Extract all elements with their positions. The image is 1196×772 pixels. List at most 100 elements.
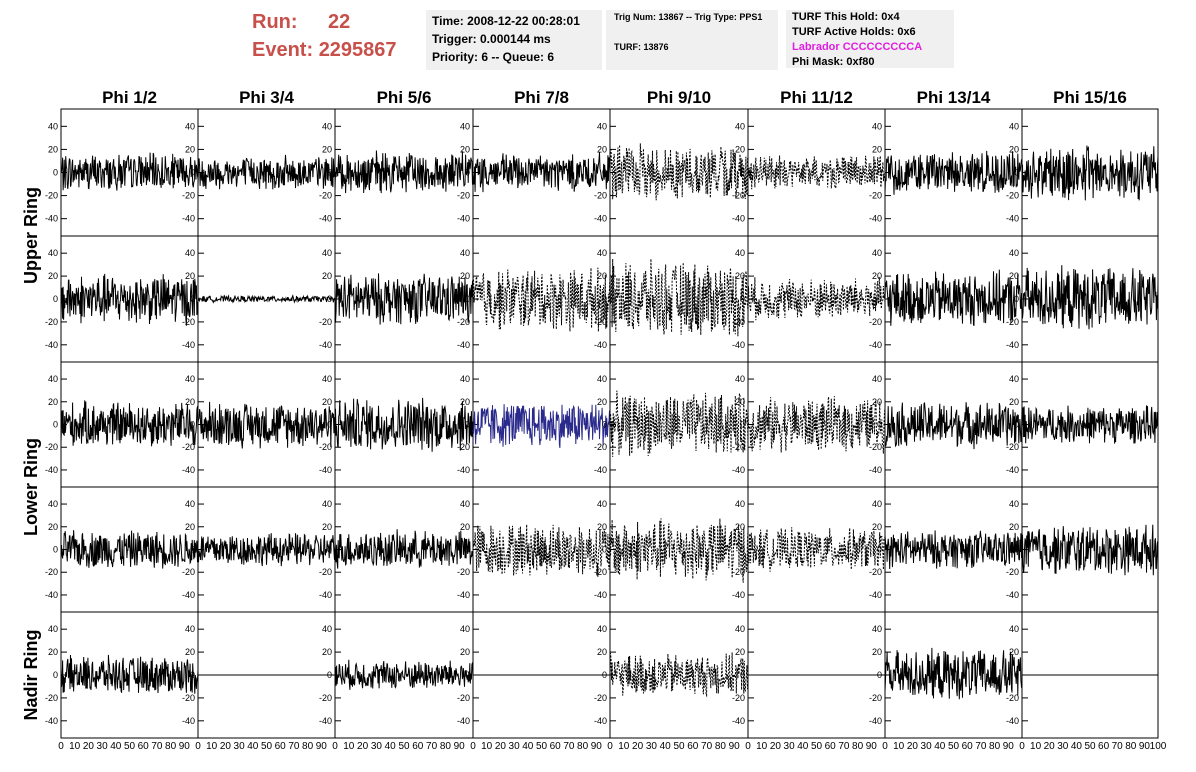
x-tick-label: 10 bbox=[481, 741, 493, 752]
x-tick-label: 40 bbox=[797, 741, 809, 752]
y-tick-label: 20 bbox=[322, 522, 332, 532]
y-tick-label: 40 bbox=[185, 248, 195, 258]
y-tick-label: 40 bbox=[185, 624, 195, 634]
y-tick-label: 40 bbox=[48, 374, 58, 384]
x-tick-label: 20 bbox=[907, 741, 919, 752]
y-tick-label: 40 bbox=[322, 499, 332, 509]
y-tick-label: -20 bbox=[594, 693, 607, 703]
y-tick-label: 0 bbox=[740, 670, 745, 680]
y-tick-label: 20 bbox=[460, 647, 470, 657]
y-tick-label: -40 bbox=[182, 590, 195, 600]
y-tick-label: 0 bbox=[740, 294, 745, 304]
y-tick-label: 40 bbox=[460, 624, 470, 634]
y-tick-label: 40 bbox=[735, 624, 745, 634]
run-row: Run: 22 bbox=[252, 8, 397, 36]
y-tick-label: -40 bbox=[732, 214, 745, 224]
y-tick-label: 0 bbox=[190, 545, 195, 555]
x-tick-label: 90 bbox=[729, 741, 741, 752]
y-tick-label: 40 bbox=[1009, 374, 1019, 384]
column-header: Phi 7/8 bbox=[514, 88, 569, 107]
column-header: Phi 5/6 bbox=[377, 88, 432, 107]
waveform-trace bbox=[334, 150, 474, 194]
y-tick-label: 40 bbox=[322, 248, 332, 258]
y-tick-label: -40 bbox=[182, 465, 195, 475]
y-tick-label: 40 bbox=[48, 248, 58, 258]
x-tick-label: 10 bbox=[893, 741, 905, 752]
waveform-trace bbox=[197, 401, 336, 449]
x-tick-label: 80 bbox=[989, 741, 1001, 752]
column-header: Phi 1/2 bbox=[102, 88, 157, 107]
y-tick-label: 0 bbox=[53, 420, 58, 430]
x-tick-label: 20 bbox=[495, 741, 507, 752]
x-tick-label: 40 bbox=[1071, 741, 1083, 752]
y-tick-label: -20 bbox=[319, 693, 332, 703]
y-tick-label: 20 bbox=[48, 647, 58, 657]
y-tick-label: 20 bbox=[1009, 397, 1019, 407]
y-tick-label: 0 bbox=[877, 294, 882, 304]
turf-hold-info-box: TURF This Hold: 0x4 TURF Active Holds: 0… bbox=[786, 10, 954, 68]
turf-this-hold-text: TURF This Hold: 0x4 bbox=[792, 11, 900, 23]
y-tick-label: -20 bbox=[45, 191, 58, 201]
y-tick-label: 40 bbox=[185, 499, 195, 509]
y-tick-label: 20 bbox=[48, 397, 58, 407]
turf-active-holds-text: TURF Active Holds: 0x6 bbox=[792, 26, 916, 38]
x-tick-label: 70 bbox=[288, 741, 300, 752]
waveform-trace bbox=[60, 152, 199, 191]
x-tick-label: 20 bbox=[632, 741, 644, 752]
y-tick-label: 40 bbox=[1009, 121, 1019, 131]
x-tick-label: 0 bbox=[470, 741, 476, 752]
y-tick-label: 0 bbox=[53, 545, 58, 555]
run-label: Run: bbox=[252, 11, 298, 33]
y-tick-label: 20 bbox=[460, 144, 470, 154]
y-tick-label: 20 bbox=[597, 144, 607, 154]
y-tick-label: -40 bbox=[319, 340, 332, 350]
y-tick-label: -20 bbox=[869, 442, 882, 452]
y-tick-label: 40 bbox=[48, 499, 58, 509]
y-tick-label: 0 bbox=[327, 670, 332, 680]
x-tick-label: 50 bbox=[124, 741, 136, 752]
y-tick-label: 20 bbox=[185, 271, 195, 281]
y-tick-label: 20 bbox=[735, 397, 745, 407]
x-tick-label: 40 bbox=[247, 741, 259, 752]
x-tick-label: 70 bbox=[838, 741, 850, 752]
y-tick-label: -40 bbox=[869, 214, 882, 224]
y-tick-label: 40 bbox=[872, 499, 882, 509]
y-tick-label: -20 bbox=[182, 317, 195, 327]
y-tick-label: 0 bbox=[740, 168, 745, 178]
y-tick-label: -20 bbox=[457, 567, 470, 577]
y-tick-label: -20 bbox=[1006, 442, 1019, 452]
time-trigger-info-box: Time: 2008-12-22 00:28:01 Trigger: 0.000… bbox=[426, 10, 602, 70]
y-tick-label: 0 bbox=[53, 168, 58, 178]
x-tick-label: 40 bbox=[385, 741, 397, 752]
x-tick-label: 80 bbox=[577, 741, 589, 752]
y-tick-label: 0 bbox=[877, 545, 882, 555]
x-tick-label: 80 bbox=[852, 741, 864, 752]
y-tick-label: -40 bbox=[869, 465, 882, 475]
y-tick-label: 20 bbox=[48, 144, 58, 154]
phi-mask-text: Phi Mask: 0xf80 bbox=[792, 56, 875, 68]
waveform-trace bbox=[1021, 265, 1159, 330]
y-tick-label: -20 bbox=[1006, 567, 1019, 577]
waveform-trace bbox=[472, 152, 611, 193]
y-tick-label: 40 bbox=[872, 121, 882, 131]
y-tick-label: 40 bbox=[597, 499, 607, 509]
y-tick-label: 0 bbox=[1014, 545, 1019, 555]
y-tick-label: -40 bbox=[732, 340, 745, 350]
waveform-panel bbox=[747, 235, 886, 363]
x-tick-label: 30 bbox=[784, 741, 796, 752]
priority-text: Priority: 6 -- Queue: 6 bbox=[432, 50, 555, 64]
y-tick-label: -40 bbox=[594, 716, 607, 726]
y-tick-label: -40 bbox=[319, 214, 332, 224]
x-tick-label: 20 bbox=[220, 741, 232, 752]
x-tick-label: 60 bbox=[412, 741, 424, 752]
y-tick-label: -40 bbox=[594, 465, 607, 475]
x-tick-label: 0 bbox=[745, 741, 751, 752]
y-tick-label: -20 bbox=[594, 317, 607, 327]
waveform-trace bbox=[60, 654, 199, 694]
y-tick-label: 40 bbox=[1009, 624, 1019, 634]
x-tick-label: 0 bbox=[1019, 741, 1025, 752]
y-tick-label: 0 bbox=[190, 670, 195, 680]
y-tick-label: 40 bbox=[460, 248, 470, 258]
x-tick-label: 80 bbox=[1125, 741, 1137, 752]
y-tick-label: 40 bbox=[322, 624, 332, 634]
